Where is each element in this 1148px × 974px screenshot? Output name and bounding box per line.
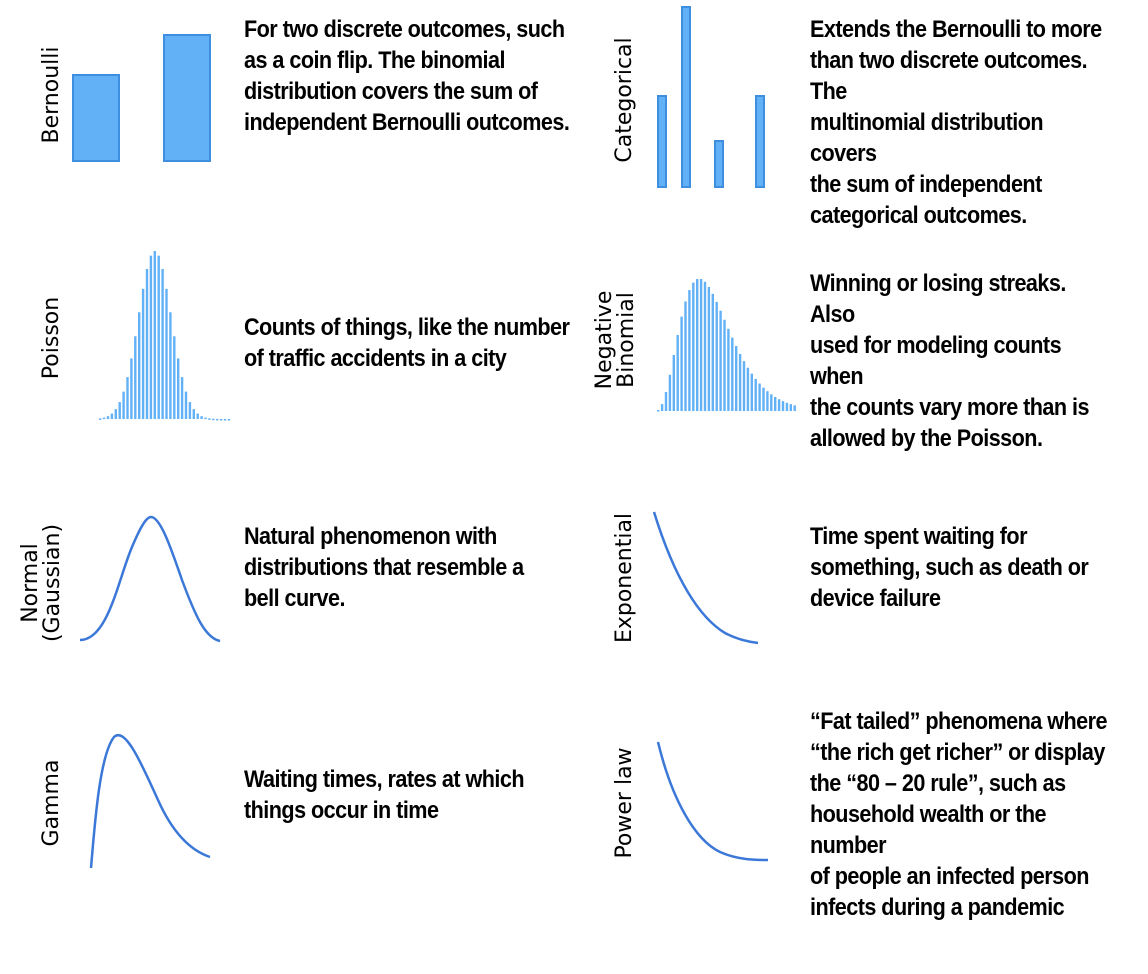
poisson-bar bbox=[99, 418, 102, 420]
categorical-description: Extends the Bernoulli to more than two d… bbox=[810, 16, 1102, 229]
poisson-bar bbox=[149, 255, 153, 419]
negative-binomial-bar bbox=[715, 301, 718, 411]
negative-binomial-bar bbox=[676, 334, 679, 411]
negative-binomial-bar bbox=[742, 361, 746, 411]
poisson-bar bbox=[169, 312, 172, 419]
poisson-bar bbox=[212, 418, 215, 421]
gamma-description: Waiting times, rates at which things occ… bbox=[244, 766, 525, 824]
categorical-bar-2 bbox=[681, 6, 691, 188]
power-law-chart bbox=[656, 741, 769, 862]
power-law-curve bbox=[656, 741, 769, 862]
poisson-bar bbox=[153, 251, 156, 419]
poisson-bar bbox=[122, 391, 125, 419]
negative-binomial-bar bbox=[688, 290, 691, 411]
poisson-bar bbox=[126, 377, 129, 419]
poisson-bar bbox=[114, 409, 117, 419]
poisson-bar bbox=[145, 269, 149, 419]
negative-binomial-bar bbox=[789, 404, 792, 411]
negative-binomial-bar bbox=[785, 402, 789, 411]
poisson-bar bbox=[188, 402, 192, 419]
negative-binomial-bar bbox=[703, 281, 707, 411]
poisson-bar bbox=[134, 336, 137, 419]
poisson-bar bbox=[106, 416, 110, 419]
negative-binomial-bar bbox=[781, 401, 785, 411]
negative-binomial-chart bbox=[657, 279, 796, 412]
bernoulli-chart bbox=[72, 34, 211, 162]
negative-binomial-bar bbox=[777, 399, 781, 411]
poisson-bar bbox=[208, 418, 211, 420]
exponential-chart bbox=[652, 511, 759, 645]
poisson-bar bbox=[141, 288, 145, 419]
negative-binomial-bar bbox=[660, 404, 664, 411]
negative-binomial-bar bbox=[770, 394, 773, 411]
poisson-bar bbox=[102, 417, 106, 420]
normal-chart bbox=[79, 515, 221, 643]
categorical-bar-3 bbox=[714, 140, 724, 188]
poisson-bar bbox=[196, 413, 199, 419]
poisson-description: Counts of things, like the number of tra… bbox=[244, 314, 570, 372]
poisson-bar bbox=[165, 288, 168, 419]
poisson-bar bbox=[130, 358, 133, 419]
negative-binomial-bar bbox=[766, 391, 769, 411]
gamma-curve bbox=[89, 734, 211, 869]
poisson-bar bbox=[227, 418, 231, 421]
negative-binomial-bar bbox=[707, 286, 711, 411]
negative-binomial-bar bbox=[696, 279, 699, 411]
negative-binomial-bar bbox=[758, 383, 761, 411]
poisson-bar bbox=[177, 358, 180, 419]
power-law-description: “Fat tailed” phenomena where “the rich g… bbox=[810, 708, 1107, 921]
poisson-bar bbox=[180, 377, 184, 419]
poisson-bar bbox=[200, 416, 203, 419]
exponential-description: Time spent waiting for something, such a… bbox=[810, 523, 1089, 612]
bernoulli-description: For two discrete outcomes, such as a coi… bbox=[244, 16, 570, 136]
poisson-bar bbox=[219, 418, 223, 421]
negative-binomial-bar bbox=[684, 301, 687, 411]
poisson-bar bbox=[110, 413, 114, 419]
negative-binomial-bar bbox=[750, 373, 753, 411]
negative-binomial-bar bbox=[738, 353, 742, 411]
poisson-bar bbox=[184, 391, 188, 419]
poisson-chart bbox=[99, 251, 231, 421]
categorical-bar-4 bbox=[755, 95, 765, 188]
categorical-chart bbox=[657, 6, 765, 188]
poisson-bar bbox=[138, 312, 141, 419]
negative-binomial-bar bbox=[668, 374, 672, 411]
negative-binomial-bar bbox=[793, 405, 796, 411]
negative-binomial-bar bbox=[762, 387, 765, 411]
exponential-curve bbox=[652, 511, 759, 645]
poisson-bar bbox=[157, 255, 160, 419]
negative-binomial-bar bbox=[711, 293, 714, 411]
negative-binomial-bar bbox=[664, 391, 668, 411]
poisson-bar bbox=[161, 269, 164, 419]
categorical-bar-1 bbox=[657, 95, 667, 188]
negative-binomial-bar bbox=[699, 279, 703, 411]
normal-description: Natural phenomenon with distributions th… bbox=[244, 523, 524, 612]
normal-curve bbox=[79, 515, 221, 643]
negative-binomial-bar bbox=[672, 354, 675, 411]
poisson-bar bbox=[192, 409, 195, 419]
negative-binomial-bar bbox=[719, 310, 722, 411]
negative-binomial-bar bbox=[692, 282, 695, 411]
poisson-bar bbox=[204, 417, 207, 420]
negative-binomial-bar bbox=[680, 316, 683, 411]
negative-binomial-bar bbox=[731, 337, 734, 411]
bernoulli-bar-1 bbox=[72, 74, 120, 162]
negative-binomial-bar bbox=[754, 378, 757, 411]
negative-binomial-bar bbox=[774, 396, 777, 411]
poisson-bar bbox=[173, 336, 176, 419]
negative-binomial-bar bbox=[723, 319, 726, 411]
negative-binomial-bar bbox=[746, 367, 750, 411]
poisson-bar bbox=[223, 418, 227, 421]
gamma-chart bbox=[89, 734, 211, 869]
negative-binomial-bar bbox=[657, 410, 660, 412]
poisson-bar bbox=[216, 418, 219, 421]
poisson-bar bbox=[118, 402, 121, 419]
bernoulli-bar-2 bbox=[163, 34, 211, 162]
negative-binomial-bar bbox=[727, 328, 730, 411]
negative-binomial-description: Winning or losing streaks. Also used for… bbox=[810, 270, 1090, 452]
negative-binomial-bar bbox=[735, 346, 738, 411]
